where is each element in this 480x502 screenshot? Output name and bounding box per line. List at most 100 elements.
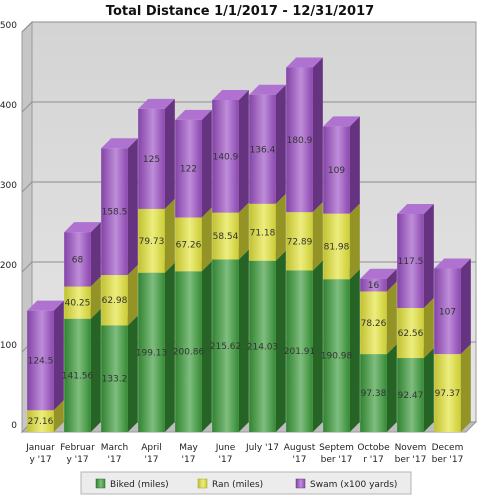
y-tick-label: 100	[0, 341, 17, 351]
bar-segment	[434, 354, 461, 432]
bar-side	[386, 268, 397, 292]
data-label: 97.38	[361, 389, 387, 399]
data-label: 215.62	[210, 342, 242, 352]
data-label: 68	[72, 255, 84, 265]
bar-side	[349, 116, 360, 214]
bar-segment	[286, 67, 313, 213]
bar-side	[386, 281, 397, 355]
legend-label: Biked (miles)	[110, 480, 169, 490]
bar-segment	[249, 94, 276, 204]
bar-side	[460, 258, 471, 355]
x-tick-label: Octobe	[357, 443, 390, 453]
data-label: 141.56	[62, 371, 94, 381]
x-tick-label: April	[141, 443, 162, 453]
bar-segment	[397, 213, 424, 308]
data-label: 92.47	[398, 391, 424, 401]
bar-side	[238, 249, 249, 432]
x-tick-label: March	[101, 443, 128, 453]
bar-side	[127, 265, 138, 326]
chart-title: Total Distance 1/1/2017 - 12/31/2017	[106, 4, 374, 19]
x-tick-label: r '17	[363, 455, 384, 465]
bar-side	[349, 269, 360, 432]
data-label: 199.13	[136, 348, 168, 358]
y-tick-label: 200	[0, 261, 17, 271]
bar-side	[275, 193, 286, 261]
x-tick-label: May	[179, 443, 198, 453]
bar-side	[201, 109, 212, 218]
y-tick-label: 500	[0, 21, 17, 31]
x-tick-label: '17	[108, 455, 122, 465]
x-tick-label: ber '17	[321, 455, 353, 465]
x-tick-label: August	[284, 443, 316, 453]
bar-top	[64, 222, 101, 233]
x-tick-label: ber '17	[432, 455, 464, 465]
x-tick-label: '17	[293, 455, 307, 465]
data-label: 27.16	[28, 417, 54, 427]
bar-top	[323, 116, 360, 127]
bar-top	[286, 57, 323, 68]
bar-side	[164, 262, 175, 432]
data-label: 71.18	[250, 228, 276, 238]
grid-line	[21, 101, 476, 113]
bar-side	[164, 98, 175, 209]
x-tick-label: ber '17	[395, 455, 427, 465]
x-tick-label: y '17	[66, 455, 88, 465]
bar-segment	[323, 126, 350, 214]
bar-segment	[101, 275, 128, 326]
data-label: 62.98	[102, 296, 128, 306]
data-label: 79.73	[139, 237, 165, 247]
data-label: 180.9	[287, 136, 313, 146]
bar-side	[201, 207, 212, 272]
bar-segment	[397, 307, 424, 359]
data-label: 200.86	[173, 348, 205, 358]
data-label: 133.2	[102, 375, 128, 385]
bar-segment	[64, 318, 91, 432]
bar-side	[127, 315, 138, 432]
data-label: 81.98	[324, 242, 350, 252]
data-label: 117.5	[398, 257, 424, 267]
bar-segment	[212, 212, 239, 260]
data-label: 125	[143, 155, 160, 165]
bar-segment	[360, 278, 387, 292]
bar-segment	[323, 279, 350, 432]
bar-top	[434, 258, 471, 269]
bar-side	[312, 202, 323, 271]
bar-segment	[138, 208, 165, 273]
x-tick-label: Januar	[25, 443, 55, 453]
bar-segment	[64, 286, 91, 319]
x-tick-label: July '17	[245, 443, 279, 453]
data-label: 107	[439, 307, 456, 317]
x-tick-label: Novem	[395, 443, 427, 453]
data-label: 190.98	[321, 352, 353, 362]
data-label: 72.89	[287, 237, 313, 247]
x-tick-label: y '17	[29, 455, 51, 465]
data-label: 67.26	[176, 240, 202, 250]
bar-top	[212, 89, 249, 100]
bar-top	[249, 84, 286, 95]
data-label: 16	[368, 281, 380, 291]
data-label: 140.9	[213, 152, 239, 162]
bar-top	[360, 268, 397, 279]
legend-swatch	[295, 478, 306, 489]
bar-segment	[286, 270, 313, 432]
bar-segment	[27, 410, 54, 432]
bar-side	[423, 203, 434, 308]
bar-segment	[286, 212, 313, 271]
grid-line	[21, 21, 476, 33]
data-label: 97.37	[435, 389, 461, 399]
bar-side	[238, 202, 249, 260]
bar-side	[312, 57, 323, 213]
bar-side	[90, 222, 101, 287]
bar-segment	[175, 217, 202, 272]
x-tick-label: Septem	[319, 443, 354, 453]
data-label: 124.5	[28, 356, 54, 366]
bar-top	[101, 138, 138, 149]
y-tick-label: 400	[0, 101, 17, 111]
legend-label: Swam (x100 yards)	[310, 480, 397, 490]
bar-side	[386, 344, 397, 432]
bar-top	[138, 98, 175, 109]
x-tick-label: '17	[182, 455, 196, 465]
bar-segment	[27, 310, 54, 411]
bar-top	[175, 109, 212, 120]
